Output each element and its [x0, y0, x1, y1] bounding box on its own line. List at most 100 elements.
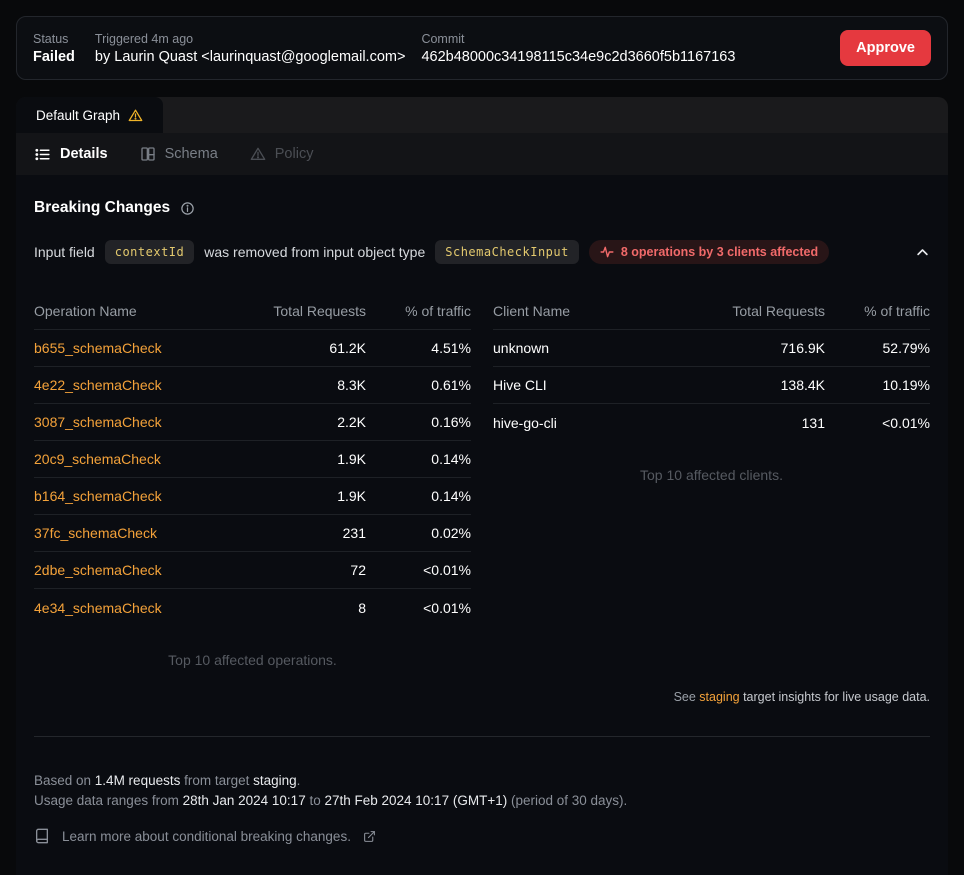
- operations-caption: Top 10 affected operations.: [168, 652, 337, 668]
- approve-button[interactable]: Approve: [840, 30, 931, 66]
- requests-value: 61.2K: [329, 340, 366, 356]
- based-on-text: Based on: [34, 773, 95, 788]
- tab-schema-label: Schema: [164, 146, 218, 162]
- requests-value: 716.9K: [780, 340, 825, 356]
- breaking-changes-title: Breaking Changes: [34, 199, 171, 216]
- requests-total: 1.4M requests: [94, 773, 181, 788]
- insights-note-suffix: target insights for live usage data.: [739, 690, 930, 704]
- traffic-value: 0.14%: [431, 488, 471, 504]
- traffic-value: 0.02%: [431, 525, 471, 541]
- requests-value: 138.4K: [780, 377, 825, 393]
- table-row: b164_schemaCheck 1.9K 0.14%: [34, 478, 471, 515]
- operations-table: Operation Name Total Requests % of traff…: [34, 293, 471, 626]
- status-label: Status: [33, 31, 69, 46]
- col-traffic: % of traffic: [864, 303, 930, 319]
- tab-default-graph[interactable]: Default Graph: [16, 97, 164, 133]
- breaking-change-row[interactable]: Input field contextId was removed from i…: [34, 240, 930, 264]
- operations-table-header: Operation Name Total Requests % of traff…: [34, 293, 471, 330]
- traffic-value: <0.01%: [423, 599, 471, 616]
- type-code-chip: SchemaCheckInput: [435, 240, 579, 264]
- staging-target-link[interactable]: staging: [699, 690, 740, 704]
- operation-link[interactable]: b164_schemaCheck: [34, 488, 162, 504]
- client-name: unknown: [493, 340, 550, 356]
- range-to-text: to: [305, 793, 325, 808]
- operation-link[interactable]: 37fc_schemaCheck: [34, 525, 157, 541]
- operation-link[interactable]: b655_schemaCheck: [34, 340, 162, 356]
- triggered-author: by Laurin Quast <laurinquast@googlemail.…: [94, 48, 406, 65]
- range-suffix-text: (period of 30 days).: [507, 793, 628, 808]
- impact-badge[interactable]: 8 operations by 3 clients affected: [588, 240, 830, 264]
- check-panel: Default Graph Details Schema Policy: [16, 97, 948, 875]
- client-name: hive-go-cli: [493, 414, 557, 431]
- traffic-value: 4.51%: [431, 340, 471, 356]
- requests-value: 8.3K: [337, 377, 366, 393]
- table-row: 37fc_schemaCheck 231 0.02%: [34, 515, 471, 552]
- clients-caption: Top 10 affected clients.: [640, 467, 783, 483]
- triggered-label: Triggered 4m ago: [94, 31, 194, 46]
- period-end: .: [296, 773, 301, 788]
- from-target-text: from target: [180, 773, 254, 788]
- table-row: 20c9_schemaCheck 1.9K 0.14%: [34, 441, 471, 478]
- commit-group: Commit 462b48000c34198115c34e9c2d3660f5b…: [421, 32, 735, 65]
- operations-column: Operation Name Total Requests % of traff…: [34, 293, 471, 668]
- traffic-value: 0.14%: [431, 451, 471, 467]
- breaking-changes-heading-row: Breaking Changes: [34, 199, 930, 217]
- clients-table: Client Name Total Requests % of traffic …: [493, 293, 930, 441]
- tab-details[interactable]: Details: [34, 146, 108, 163]
- tab-policy[interactable]: Policy: [250, 146, 313, 162]
- learn-more-link[interactable]: Learn more about conditional breaking ch…: [34, 828, 930, 844]
- usage-tables: Operation Name Total Requests % of traff…: [34, 293, 930, 668]
- info-icon[interactable]: [180, 201, 195, 216]
- range-end-date: 27th Feb 2024 10:17 (GMT+1): [324, 793, 508, 808]
- requests-value: 1.9K: [337, 451, 366, 467]
- client-name: Hive CLI: [493, 377, 547, 393]
- clients-column: Client Name Total Requests % of traffic …: [493, 293, 930, 668]
- col-client-name: Client Name: [493, 303, 571, 319]
- commit-label: Commit: [421, 31, 465, 46]
- tab-schema[interactable]: Schema: [140, 146, 218, 162]
- usage-summary-line1: Based on 1.4M requests from target stagi…: [34, 771, 930, 791]
- traffic-value: 0.16%: [431, 414, 471, 430]
- check-header-card: Status Failed Triggered 4m ago by Laurin…: [16, 16, 948, 80]
- col-operation-name: Operation Name: [34, 303, 137, 319]
- chevron-up-icon[interactable]: [915, 245, 930, 260]
- table-row: 4e22_schemaCheck 8.3K 0.61%: [34, 367, 471, 404]
- operation-link[interactable]: 4e22_schemaCheck: [34, 377, 162, 393]
- requests-value: 1.9K: [337, 488, 366, 504]
- operation-link[interactable]: 20c9_schemaCheck: [34, 451, 161, 467]
- traffic-value: <0.01%: [423, 562, 471, 578]
- clients-table-header: Client Name Total Requests % of traffic: [493, 293, 930, 330]
- insights-note: See staging target insights for live usa…: [34, 690, 930, 704]
- graph-tabstrip: Default Graph: [16, 97, 948, 133]
- traffic-value: 10.19%: [882, 377, 930, 393]
- field-code-chip: contextId: [104, 240, 195, 264]
- commit-hash: 462b48000c34198115c34e9c2d3660f5b1167163: [421, 48, 736, 65]
- table-row: b655_schemaCheck 61.2K 4.51%: [34, 330, 471, 367]
- triggered-group: Triggered 4m ago by Laurin Quast <laurin…: [95, 32, 406, 65]
- status-group: Status Failed: [33, 32, 75, 65]
- col-traffic: % of traffic: [405, 303, 471, 319]
- change-middle: was removed from input object type: [204, 244, 426, 260]
- operation-link[interactable]: 2dbe_schemaCheck: [34, 562, 162, 578]
- status-value: Failed: [33, 48, 75, 65]
- table-row: 2dbe_schemaCheck 72 <0.01%: [34, 552, 471, 589]
- change-prefix: Input field: [34, 244, 95, 260]
- graph-tab-label: Default Graph: [36, 107, 121, 123]
- col-total-requests: Total Requests: [732, 303, 825, 319]
- external-link-icon: [364, 830, 375, 842]
- table-row: hive-go-cli 131 <0.01%: [493, 404, 930, 441]
- requests-value: 72: [350, 562, 366, 578]
- footer-divider: [34, 736, 930, 737]
- range-start-date: 28th Jan 2024 10:17: [182, 793, 306, 808]
- list-icon: [35, 148, 50, 160]
- insights-note-prefix: See: [673, 690, 700, 704]
- traffic-value: 52.79%: [882, 340, 930, 356]
- requests-value: 8: [358, 599, 366, 616]
- operation-link[interactable]: 3087_schemaCheck: [34, 414, 162, 430]
- impact-badge-label: 8 operations by 3 clients affected: [620, 245, 819, 259]
- table-row: Hive CLI 138.4K 10.19%: [493, 367, 930, 404]
- operation-link[interactable]: 4e34_schemaCheck: [34, 599, 162, 616]
- traffic-value: <0.01%: [882, 414, 930, 431]
- traffic-value: 0.61%: [431, 377, 471, 393]
